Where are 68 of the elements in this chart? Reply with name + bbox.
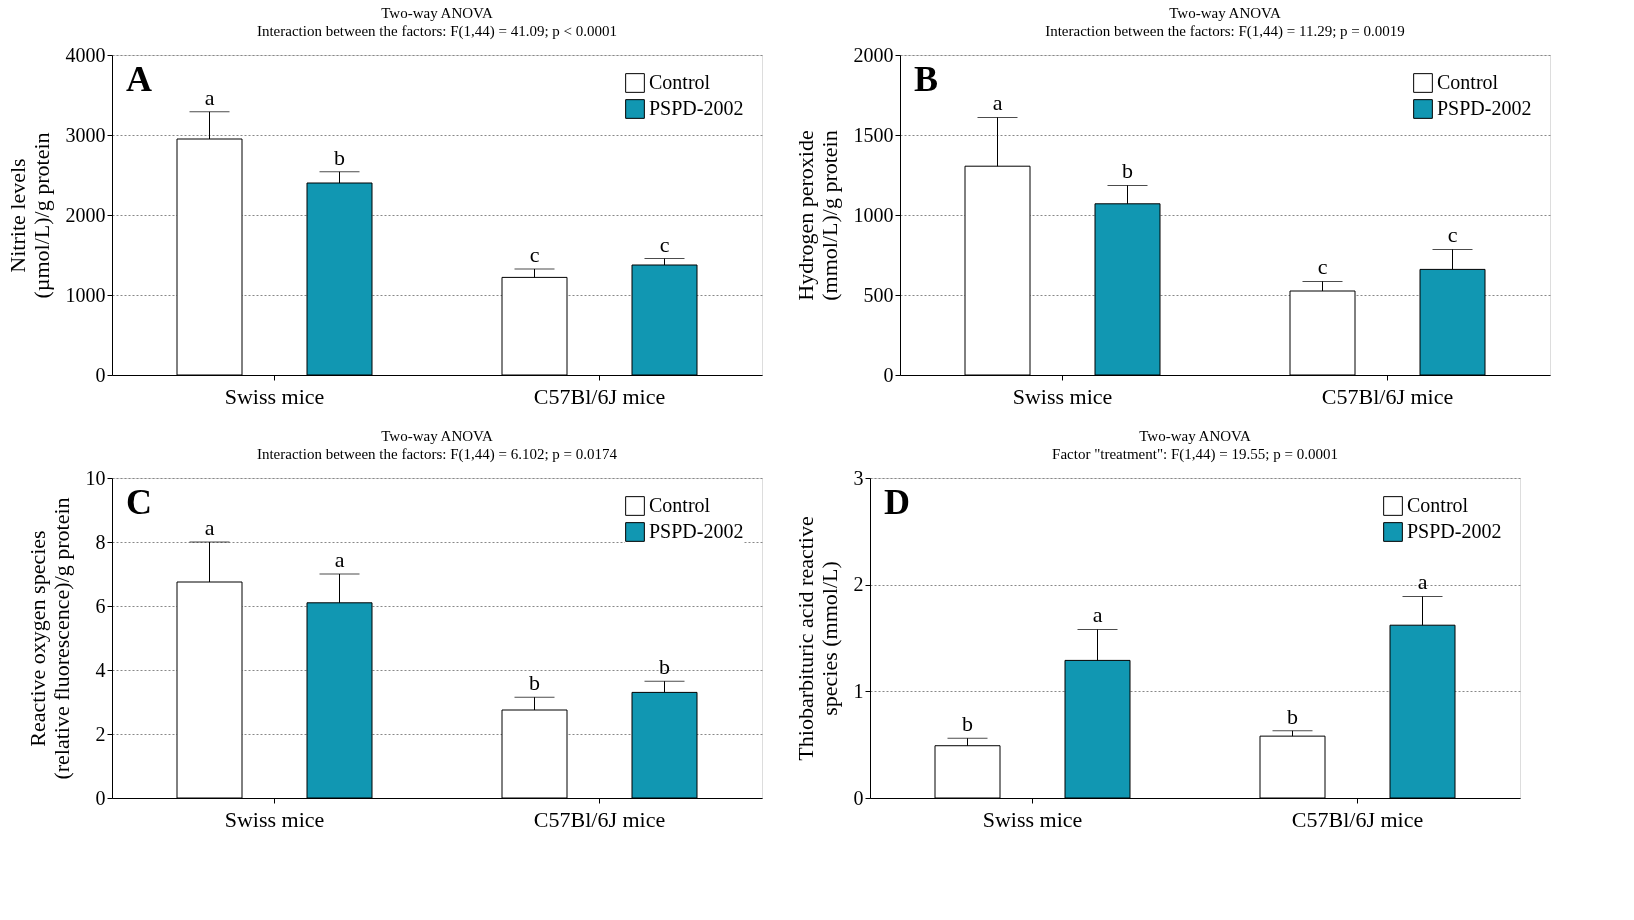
legend-label: PSPD-2002 xyxy=(649,520,744,542)
y-tick-label: 1000 xyxy=(65,283,106,306)
y-axis-title: Thiobarbituric acid reactive species (mmol/L) xyxy=(792,516,842,761)
chart-title: Two-way ANOVA xyxy=(1139,428,1251,444)
chart-subtitle: Interaction between the factors: F(1,44) = 11.29; p = 0.0019 xyxy=(1045,23,1405,40)
y-tick-label: 3 xyxy=(853,466,864,489)
chart-title: Two-way ANOVA xyxy=(381,428,493,444)
chart-title: Two-way ANOVA xyxy=(381,5,493,21)
data-label: a xyxy=(992,90,1003,116)
data-label: b xyxy=(962,711,973,737)
data-label: c xyxy=(1447,222,1458,248)
x-tick-label: C57Bl/6J mice xyxy=(533,383,666,409)
annotation: D xyxy=(884,482,910,522)
legend-label: PSPD-2002 xyxy=(1407,520,1502,542)
annotation: C xyxy=(126,482,152,522)
y-axis-title: Hydrogen peroxide (mmol/L)/g protein xyxy=(792,130,842,301)
chart-subtitle: Interaction between the factors: F(1,44) = 41.09; p < 0.0001 xyxy=(256,23,618,40)
x-tick-label: Swiss mice xyxy=(982,806,1083,832)
y-tick-label: 4 xyxy=(95,658,106,681)
annotation: B xyxy=(914,59,939,99)
legend-label: Control xyxy=(649,494,711,516)
data-label: c xyxy=(659,231,670,257)
chart-subtitle: Factor "treatment": F(1,44) = 19.55; p = 0.0001 xyxy=(1052,446,1338,463)
x-tick-label: C57Bl/6J mice xyxy=(533,806,666,832)
y-tick-label: 0 xyxy=(95,786,106,809)
y-tick-label: 1500 xyxy=(853,123,894,146)
y-tick-label: 2000 xyxy=(853,43,894,66)
y-tick-label: 500 xyxy=(863,283,894,306)
data-label: b xyxy=(334,144,345,170)
data-label: b xyxy=(1122,158,1133,184)
data-label: a xyxy=(1417,569,1428,595)
y-tick-label: 0 xyxy=(853,786,864,809)
legend-label: Control xyxy=(1407,494,1469,516)
x-tick-label: Swiss mice xyxy=(224,383,325,409)
x-tick-label: Swiss mice xyxy=(224,806,325,832)
y-tick-label: 2 xyxy=(853,573,864,596)
annotation: A xyxy=(126,59,152,99)
data-label: a xyxy=(204,515,215,540)
data-label: b xyxy=(659,654,670,680)
y-axis-title: Nitrite levels (µmol/L)/g protein xyxy=(4,132,54,299)
x-tick-label: Swiss mice xyxy=(1012,383,1113,409)
data-label: a xyxy=(1092,602,1103,628)
legend-label: Control xyxy=(649,71,711,93)
y-tick-label: 10 xyxy=(85,466,106,489)
chart-subtitle: Interaction between the factors: F(1,44) = 6.102; p = 0.0174 xyxy=(256,446,618,463)
y-tick-label: 0 xyxy=(95,363,106,386)
legend-label: Control xyxy=(1437,71,1499,93)
data-label: b xyxy=(1287,703,1298,729)
data-label: b xyxy=(529,670,540,696)
data-label: a xyxy=(204,84,215,110)
y-tick-label: 8 xyxy=(95,530,106,553)
y-tick-label: 4000 xyxy=(65,43,106,66)
data-label: c xyxy=(1317,254,1328,280)
legend-label: PSPD-2002 xyxy=(649,97,744,119)
y-tick-label: 6 xyxy=(95,594,106,617)
chart-title: Two-way ANOVA xyxy=(1169,5,1281,21)
y-tick-label: 0 xyxy=(883,363,894,386)
y-tick-label: 1000 xyxy=(853,203,894,226)
y-tick-label: 1 xyxy=(853,679,864,702)
y-axis-title: Reactive oxygen species (relative fluorescence)/g protein xyxy=(24,497,74,780)
x-tick-label: C57Bl/6J mice xyxy=(1321,383,1454,409)
data-label: c xyxy=(529,242,540,267)
legend-label: PSPD-2002 xyxy=(1437,97,1532,119)
y-tick-label: 2000 xyxy=(65,203,106,226)
data-label: a xyxy=(334,547,345,572)
y-tick-label: 3000 xyxy=(65,123,106,146)
x-tick-label: C57Bl/6J mice xyxy=(1291,806,1424,832)
y-tick-label: 2 xyxy=(95,722,106,745)
